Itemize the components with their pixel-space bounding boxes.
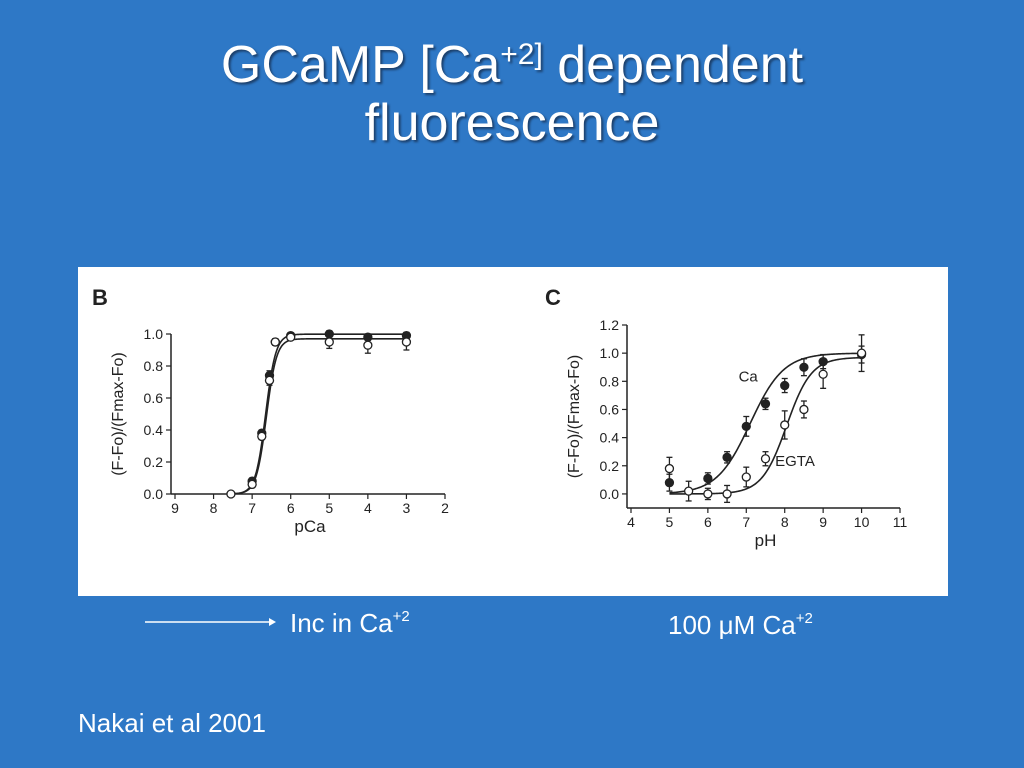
x-tick-label: 9 <box>171 500 179 516</box>
data-point-open <box>741 472 751 482</box>
y-tick-label: 0.2 <box>600 458 620 474</box>
y-tick-label: 0.0 <box>144 486 164 502</box>
data-point-open <box>856 348 867 358</box>
data-point-open <box>324 337 334 347</box>
fit-curve <box>669 352 862 494</box>
arrow-right-icon <box>145 618 276 626</box>
panel-letter: B <box>92 285 108 310</box>
x-tick-label: 6 <box>287 500 295 516</box>
x-tick-label: 11 <box>893 514 908 530</box>
y-tick-label: 0.8 <box>144 358 164 374</box>
x-tick-label: 9 <box>819 514 827 530</box>
data-point-open <box>257 431 267 442</box>
y-tick-label: 0.4 <box>600 430 620 446</box>
data-point-open <box>264 375 275 386</box>
y-tick-label: 1.0 <box>600 345 620 361</box>
x-axis-label: pCa <box>294 517 326 536</box>
y-tick-label: 0.2 <box>144 454 164 470</box>
y-tick-label: 0.6 <box>600 401 620 417</box>
data-point-open <box>226 489 236 499</box>
x-tick-label: 5 <box>666 514 674 530</box>
data-point-open <box>683 486 694 496</box>
data-point-open <box>401 337 412 347</box>
x-tick-label: 6 <box>704 514 712 530</box>
data-point-filled <box>799 362 809 372</box>
y-tick-label: 0.4 <box>144 422 164 438</box>
data-point-filled <box>760 399 771 409</box>
x-tick-label: 8 <box>781 514 789 530</box>
caption-right: 100 μM Ca+2 <box>668 610 813 640</box>
x-tick-label: 7 <box>248 500 256 516</box>
x-tick-label: 7 <box>742 514 750 530</box>
data-point-open <box>722 489 732 499</box>
data-point-open <box>286 332 296 342</box>
figure-panel: B 9 8 7 6 5 4 3 2 0.0 0.2 0.4 0.6 0.8 1.0 pCa (F-Fo)/(Fm… <box>78 267 948 596</box>
y-axis-label: (F-Fo)/(Fmax-Fo) <box>110 352 127 476</box>
data-point-open <box>799 404 809 415</box>
slide-title: GCaMP [Ca+2] dependent fluorescence <box>0 36 1024 152</box>
x-axis-label: pH <box>755 531 777 550</box>
data-point-open <box>703 489 713 499</box>
y-tick-label: 1.2 <box>600 317 620 333</box>
data-point-open <box>780 420 790 430</box>
y-tick-label: 1.0 <box>144 326 164 342</box>
title-line-1: GCaMP [Ca+2] dependent <box>220 36 804 94</box>
y-tick-label: 0.0 <box>600 486 620 502</box>
data-point-filled <box>780 380 790 391</box>
fit-curve <box>230 338 407 495</box>
fit-curve <box>230 333 407 495</box>
title-line-2: fluorescence <box>364 94 660 152</box>
data-point-open <box>760 454 771 464</box>
series-annotation: Ca <box>739 368 759 385</box>
data-point-filled <box>741 421 751 432</box>
fit-curve <box>669 356 862 495</box>
x-tick-label: 3 <box>403 500 411 516</box>
data-point-open <box>270 337 280 347</box>
data-point-open <box>818 369 828 379</box>
data-point-filled <box>703 473 713 484</box>
y-axis-label: (F-Fo)/(Fmax-Fo) <box>566 355 583 479</box>
x-tick-label: 10 <box>854 514 870 530</box>
caption-left: Inc in Ca+2 <box>290 608 410 638</box>
x-tick-label: 4 <box>627 514 635 530</box>
y-tick-label: 0.6 <box>144 390 164 406</box>
data-point-open <box>247 479 257 490</box>
figure-chart: B 9 8 7 6 5 4 3 2 0.0 0.2 0.4 0.6 0.8 1.0 pCa (F-Fo)/(Fm… <box>92 285 908 550</box>
x-tick-label: 5 <box>325 500 333 516</box>
x-tick-label: 2 <box>441 500 449 516</box>
series-annotation: EGTA <box>775 453 815 470</box>
data-point-open <box>664 463 675 474</box>
x-tick-label: 4 <box>364 500 372 516</box>
x-tick-label: 8 <box>210 500 218 516</box>
data-point-filled <box>722 452 732 462</box>
reference-citation: Nakai et al 2001 <box>78 708 266 738</box>
panel-letter: C <box>545 285 561 310</box>
data-point-open <box>363 340 373 350</box>
y-tick-label: 0.8 <box>600 373 620 389</box>
